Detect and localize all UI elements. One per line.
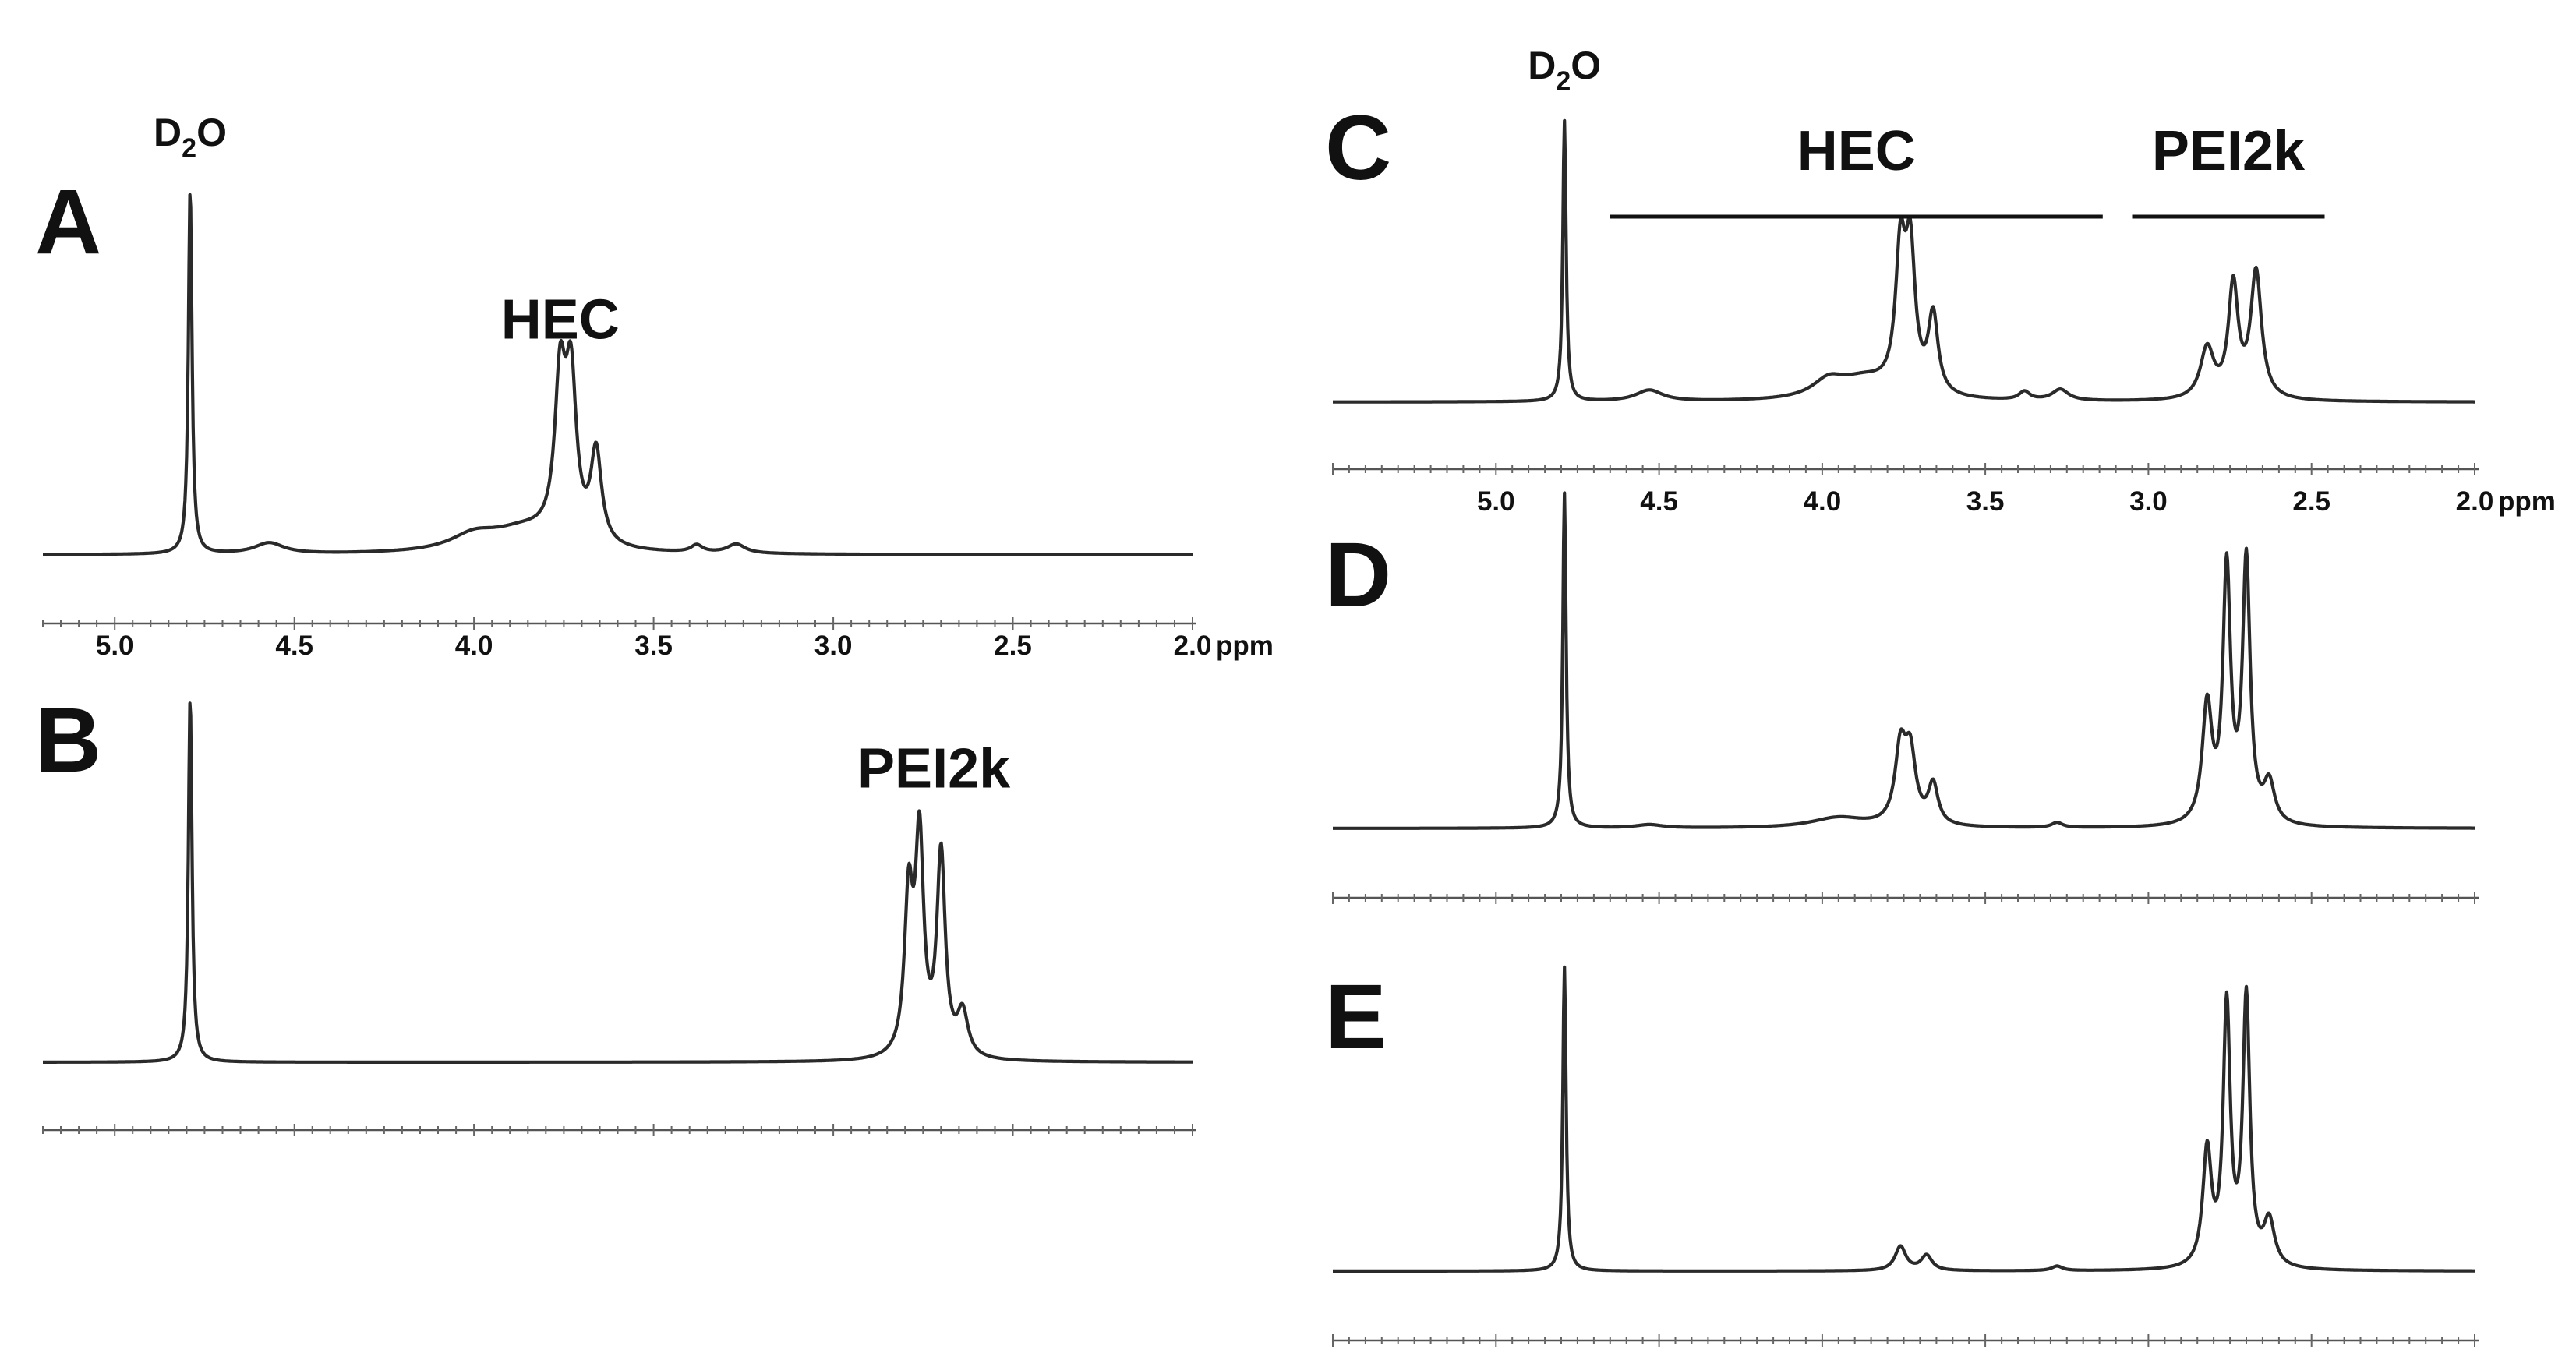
label-subscript: 2 <box>182 133 196 163</box>
peak-point <box>190 696 191 697</box>
ppm-axis <box>1332 1334 2479 1347</box>
label-subscript: 2 <box>1556 66 1571 96</box>
spectrum-line <box>42 193 1193 556</box>
spectrum-line <box>1331 118 2476 404</box>
tick-label: 4.0 <box>1804 486 1842 517</box>
tick-label: 4.5 <box>1640 486 1678 517</box>
tick-label: 3.5 <box>634 631 673 661</box>
tick-label: 3.0 <box>2129 486 2168 517</box>
ppm-axis <box>42 1124 1196 1136</box>
spectrum-panel-c: C 5.0 4.5 4.0 3.5 3.0 2.5 2.0 ppm D2O HEC PEI2k <box>1325 44 2556 517</box>
axis-unit-label: ppm <box>1216 631 1274 661</box>
panel-letter: B <box>35 689 101 792</box>
tick-label: 2.0 <box>2456 486 2494 517</box>
tick-label: 2.5 <box>994 631 1032 661</box>
range-label: HEC <box>1797 120 1916 182</box>
compound-label: HEC <box>501 289 620 351</box>
tick-label: 2.5 <box>2292 486 2330 517</box>
tick-label: 5.0 <box>96 631 134 661</box>
label-main: D <box>154 111 182 154</box>
peak-point <box>190 187 191 188</box>
solvent-peak-label: D2O <box>1528 44 1601 96</box>
tick-label: 5.0 <box>1477 486 1515 517</box>
tick-label: 3.5 <box>1966 486 2005 517</box>
ppm-axis: 5.0 4.5 4.0 3.5 3.0 2.5 2.0 ppm <box>1332 463 2556 517</box>
label-main: D <box>1528 44 1556 87</box>
label-tail: O <box>1571 44 1601 87</box>
solvent-peak-label: D2O <box>154 111 227 163</box>
ppm-axis: 5.0 4.5 4.0 3.5 3.0 2.5 2.0 ppm <box>42 617 1274 661</box>
panel-letter: C <box>1325 97 1391 200</box>
tick-label: 3.0 <box>814 631 853 661</box>
spectrum-panel-a: A 5.0 4.5 4.0 3.5 3.0 2.5 2.0 ppm D2O HEC <box>35 111 1274 661</box>
axis-unit-label: ppm <box>2498 486 2556 517</box>
tick-label: 4.5 <box>275 631 313 661</box>
tick-label: 4.0 <box>455 631 493 661</box>
tick-label: 2.0 <box>1174 631 1212 661</box>
spectrum-line <box>1331 965 2476 1273</box>
ppm-axis <box>1332 892 2479 904</box>
compound-label: PEI2k <box>857 737 1011 800</box>
label-tail: O <box>196 111 227 154</box>
spectrum-line <box>42 701 1193 1064</box>
panel-letter: D <box>1325 524 1391 627</box>
panel-letter: A <box>35 171 101 274</box>
spectrum-panel-e: E <box>1325 965 2479 1347</box>
range-label: PEI2k <box>2152 120 2306 182</box>
spectrum-panel-d: D <box>1325 491 2479 904</box>
spectrum-line <box>1331 491 2476 830</box>
spectrum-panel-b: B PEI2k <box>35 689 1196 1136</box>
panel-letter: E <box>1325 966 1387 1069</box>
